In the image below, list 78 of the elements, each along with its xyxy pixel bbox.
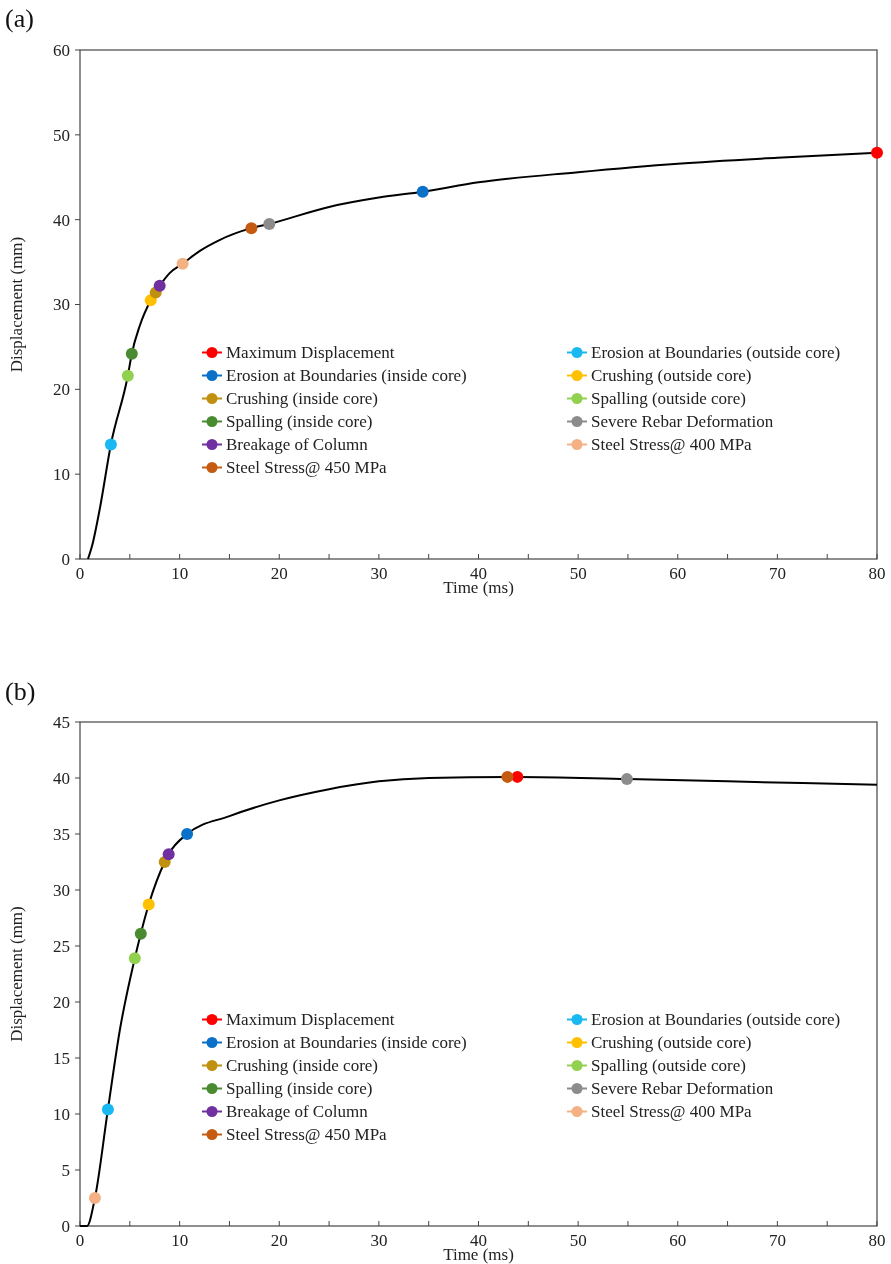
y-tick-label: 5 xyxy=(61,1160,70,1180)
legend-label: Maximum Displacement xyxy=(226,1010,395,1030)
legend-label: Steel Stress@ 450 MPa xyxy=(226,458,388,478)
legend-label: Spalling (outside core) xyxy=(591,1056,746,1076)
point xyxy=(501,770,514,783)
y-tick-label: 20 xyxy=(53,380,70,400)
x-tick-label: 70 xyxy=(768,1231,786,1250)
y-axis-title: Displacement (mm) xyxy=(7,906,26,1042)
y-tick-label: 40 xyxy=(53,768,70,788)
legend-label: Spalling (inside core) xyxy=(226,412,373,432)
y-tick-label: 20 xyxy=(53,992,70,1012)
y-tick-label: 10 xyxy=(53,1104,70,1124)
x-tick-label: 80 xyxy=(868,564,886,583)
legend-label: Steel Stress@ 400 MPa xyxy=(591,1102,753,1122)
x-tick-label: 30 xyxy=(370,1231,388,1250)
x-tick-label: 80 xyxy=(868,1231,886,1250)
y-tick-label: 50 xyxy=(53,125,70,145)
legend-label: Crushing (inside core) xyxy=(226,1056,379,1076)
x-tick-label: 50 xyxy=(569,564,587,583)
point xyxy=(162,848,175,861)
point xyxy=(871,146,883,159)
legend-label: Crushing (outside core) xyxy=(591,1033,752,1053)
legend-label: Steel Stress@ 400 MPa xyxy=(591,435,753,455)
legend-label: Erosion at Boundaries (inside core) xyxy=(226,366,467,386)
legend-label: Steel Stress@ 450 MPa xyxy=(226,1125,388,1145)
y-axis-title: Displacement (mm) xyxy=(7,236,26,373)
x-tick-label: 30 xyxy=(370,564,388,583)
legend-label: Erosion at Boundaries (outside core) xyxy=(591,343,841,363)
legend-label: Breakage of Column xyxy=(226,435,369,455)
point xyxy=(511,770,524,783)
point xyxy=(104,438,117,451)
point xyxy=(263,217,276,230)
x-tick-label: 20 xyxy=(270,1231,288,1250)
point xyxy=(134,927,147,940)
y-tick-label: 0 xyxy=(61,1216,70,1236)
point xyxy=(121,369,134,382)
y-tick-label: 35 xyxy=(53,824,70,844)
y-tick-label: 10 xyxy=(53,465,70,485)
y-tick-label: 30 xyxy=(53,880,70,900)
legend-label: Severe Rebar Deformation xyxy=(591,412,774,432)
point xyxy=(142,898,155,911)
legend-label: Breakage of Column xyxy=(226,1102,369,1122)
x-tick-label: 20 xyxy=(270,564,288,583)
y-tick-label: 40 xyxy=(53,210,70,230)
legend-label: Severe Rebar Deformation xyxy=(591,1079,774,1099)
legend-label: Crushing (outside core) xyxy=(591,366,752,386)
x-tick-label: 50 xyxy=(569,1231,587,1250)
legend-label: Maximum Displacement xyxy=(226,343,395,363)
y-tick-label: 60 xyxy=(53,40,70,60)
point xyxy=(125,347,138,360)
y-tick-label: 45 xyxy=(53,712,70,732)
y-tick-label: 30 xyxy=(53,295,70,315)
x-tick-label: 60 xyxy=(669,1231,687,1250)
point xyxy=(176,257,189,270)
legend-label: Crushing (inside core) xyxy=(226,389,379,409)
point xyxy=(245,222,258,235)
point xyxy=(416,185,429,198)
legend-label: Erosion at Boundaries (outside core) xyxy=(591,1010,841,1030)
point xyxy=(128,952,141,965)
point xyxy=(181,828,194,840)
x-tick-label: 0 xyxy=(75,1231,85,1250)
x-tick-label: 0 xyxy=(75,564,85,583)
chart-title: (a) xyxy=(5,4,34,33)
legend-label: Spalling (outside core) xyxy=(591,389,746,409)
chart-title: (b) xyxy=(5,677,36,706)
x-tick-label: 10 xyxy=(171,1231,189,1250)
x-tick-label: 70 xyxy=(768,564,786,583)
y-tick-label: 15 xyxy=(53,1048,70,1068)
point xyxy=(620,773,633,786)
point xyxy=(153,279,166,292)
legend-label: Erosion at Boundaries (inside core) xyxy=(226,1033,467,1053)
x-tick-label: 10 xyxy=(171,564,189,583)
y-tick-label: 25 xyxy=(53,936,70,956)
x-tick-label: 60 xyxy=(669,564,687,583)
point xyxy=(88,1192,101,1204)
point xyxy=(101,1103,114,1116)
y-tick-label: 0 xyxy=(61,549,70,569)
legend-label: Spalling (inside core) xyxy=(226,1079,373,1099)
